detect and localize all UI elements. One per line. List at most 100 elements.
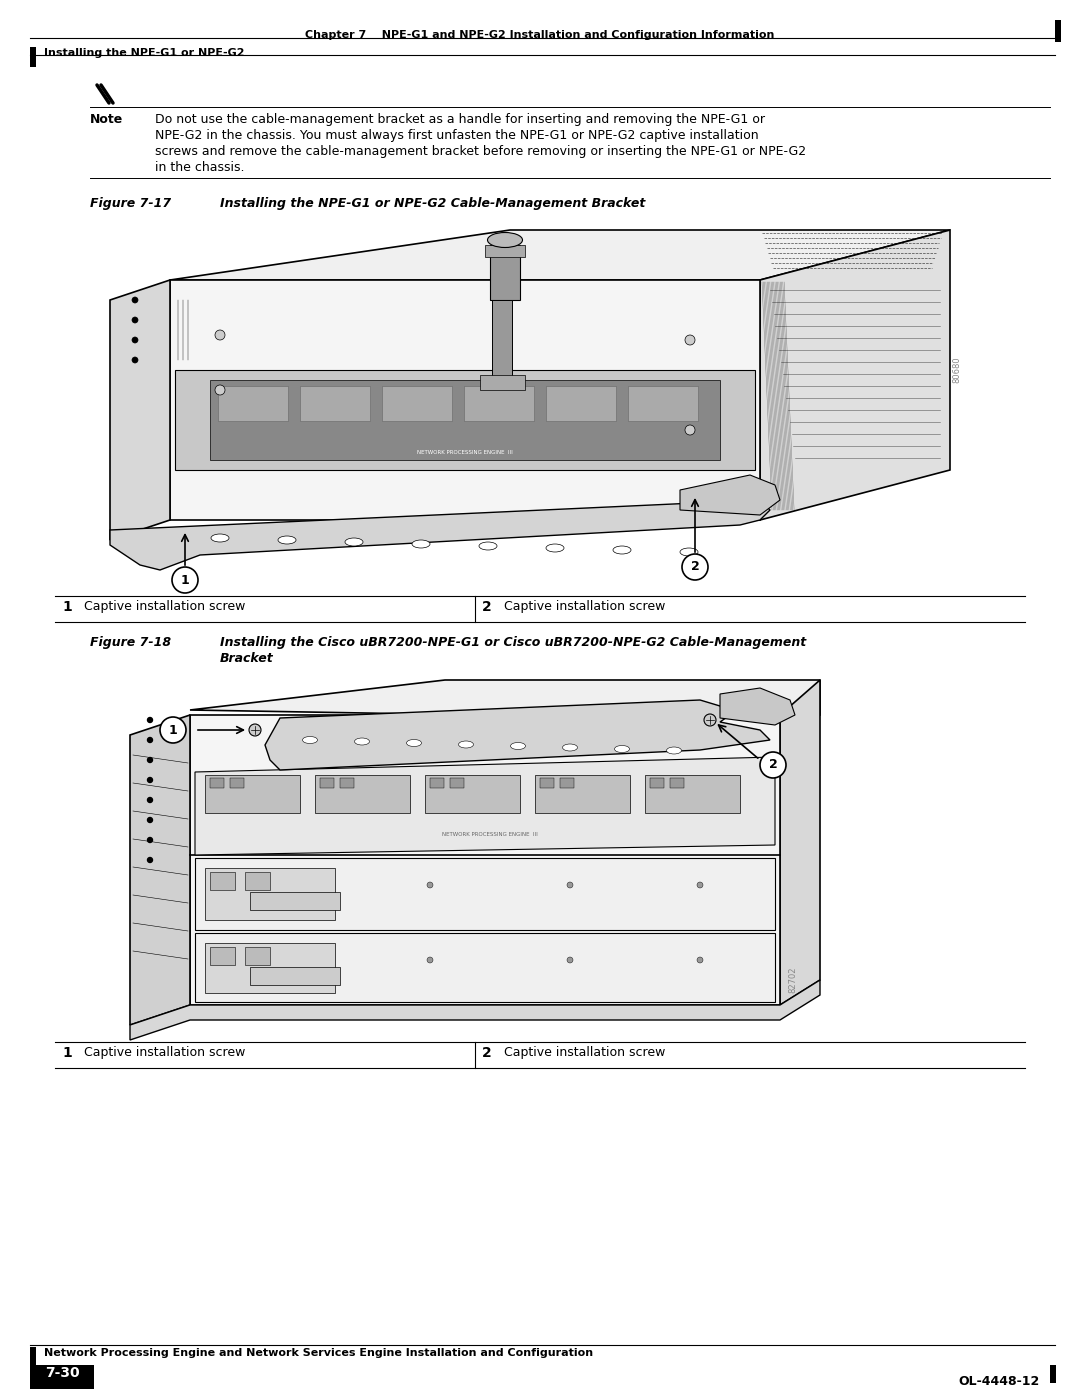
Polygon shape [210, 380, 720, 460]
Polygon shape [190, 680, 820, 715]
Bar [464, 386, 534, 420]
Polygon shape [130, 981, 820, 1039]
Circle shape [760, 752, 786, 778]
Polygon shape [110, 279, 170, 541]
Polygon shape [170, 279, 760, 520]
Ellipse shape [487, 232, 523, 247]
Text: Installing the NPE-G1 or NPE-G2 Cable-Management Bracket: Installing the NPE-G1 or NPE-G2 Cable-Ma… [220, 197, 646, 210]
Text: Installing the Cisco uBR7200-NPE-G1 or Cisco uBR7200-NPE-G2 Cable-Management: Installing the Cisco uBR7200-NPE-G1 or C… [220, 636, 807, 650]
Bar [485, 244, 525, 257]
Circle shape [132, 358, 138, 363]
Bar [205, 943, 335, 993]
Text: Captive installation screw: Captive installation screw [84, 1046, 245, 1059]
Polygon shape [780, 680, 820, 1004]
Bar [1050, 1365, 1056, 1383]
Bar [300, 386, 370, 420]
Polygon shape [265, 700, 770, 770]
Circle shape [685, 425, 696, 434]
Text: 2: 2 [690, 560, 700, 574]
Circle shape [132, 337, 138, 344]
Bar [30, 47, 36, 67]
Bar [382, 386, 453, 420]
Circle shape [427, 882, 433, 888]
Text: Chapter 7    NPE-G1 and NPE-G2 Installation and Configuration Information: Chapter 7 NPE-G1 and NPE-G2 Installation… [306, 29, 774, 41]
Polygon shape [190, 715, 780, 1004]
Ellipse shape [613, 546, 631, 555]
Ellipse shape [406, 739, 421, 746]
Bar [670, 778, 684, 788]
Bar [450, 778, 464, 788]
Bar [210, 947, 235, 965]
Text: 7-30: 7-30 [44, 1366, 79, 1380]
Circle shape [249, 724, 261, 736]
Text: Network Processing Engine and Network Services Engine Installation and Configura: Network Processing Engine and Network Se… [44, 1348, 593, 1358]
Ellipse shape [278, 536, 296, 543]
Polygon shape [170, 231, 950, 279]
Polygon shape [195, 933, 775, 1002]
Text: 2: 2 [769, 759, 778, 771]
Bar [249, 967, 340, 985]
Bar [1055, 20, 1061, 42]
Bar [627, 386, 698, 420]
Circle shape [132, 298, 138, 303]
Bar [340, 778, 354, 788]
Circle shape [697, 957, 703, 963]
Circle shape [215, 330, 225, 339]
Bar [315, 775, 410, 813]
Text: NPE-G2 in the chassis. You must always first unfasten the NPE-G1 or NPE-G2 capti: NPE-G2 in the chassis. You must always f… [156, 129, 758, 142]
Bar [535, 775, 630, 813]
Circle shape [681, 555, 708, 580]
Ellipse shape [680, 548, 698, 556]
Text: screws and remove the cable-management bracket before removing or inserting the : screws and remove the cable-management b… [156, 145, 806, 158]
Circle shape [215, 386, 225, 395]
Text: 80680: 80680 [953, 356, 961, 383]
Circle shape [427, 957, 433, 963]
Bar [218, 386, 288, 420]
Bar [650, 778, 664, 788]
Ellipse shape [666, 747, 681, 754]
Text: 2: 2 [482, 1046, 491, 1060]
Text: Captive installation screw: Captive installation screw [504, 599, 665, 613]
Bar [210, 778, 224, 788]
Circle shape [172, 567, 198, 592]
Circle shape [567, 957, 573, 963]
Polygon shape [175, 370, 755, 469]
Bar [540, 778, 554, 788]
Text: 2: 2 [482, 599, 491, 615]
Ellipse shape [459, 740, 473, 747]
Text: NETWORK PROCESSING ENGINE  III: NETWORK PROCESSING ENGINE III [417, 450, 513, 454]
Ellipse shape [302, 736, 318, 743]
Ellipse shape [546, 543, 564, 552]
Ellipse shape [563, 745, 578, 752]
Ellipse shape [211, 534, 229, 542]
Circle shape [148, 858, 152, 862]
Text: Captive installation screw: Captive installation screw [84, 599, 245, 613]
Bar [426, 775, 519, 813]
Polygon shape [760, 231, 950, 520]
Ellipse shape [354, 738, 369, 745]
Text: 1: 1 [180, 574, 189, 587]
Text: 82702: 82702 [788, 967, 797, 993]
Bar [245, 947, 270, 965]
Circle shape [148, 718, 152, 722]
Circle shape [697, 882, 703, 888]
Text: OL-4448-12: OL-4448-12 [959, 1375, 1040, 1389]
Polygon shape [130, 715, 190, 1025]
Ellipse shape [615, 746, 630, 753]
Bar [561, 778, 573, 788]
Text: 1: 1 [62, 1046, 71, 1060]
Circle shape [160, 717, 186, 743]
Bar [490, 244, 519, 300]
Text: 1: 1 [168, 724, 177, 736]
Bar [492, 300, 512, 380]
Bar [645, 775, 740, 813]
Text: in the chassis.: in the chassis. [156, 161, 244, 175]
Bar [320, 778, 334, 788]
Bar [245, 872, 270, 890]
Circle shape [148, 738, 152, 742]
Polygon shape [110, 500, 770, 570]
Text: NETWORK PROCESSING ENGINE  III: NETWORK PROCESSING ENGINE III [442, 833, 538, 837]
Bar [205, 775, 300, 813]
Text: Installing the NPE-G1 or NPE-G2: Installing the NPE-G1 or NPE-G2 [44, 47, 244, 59]
Text: Bracket: Bracket [220, 652, 273, 665]
